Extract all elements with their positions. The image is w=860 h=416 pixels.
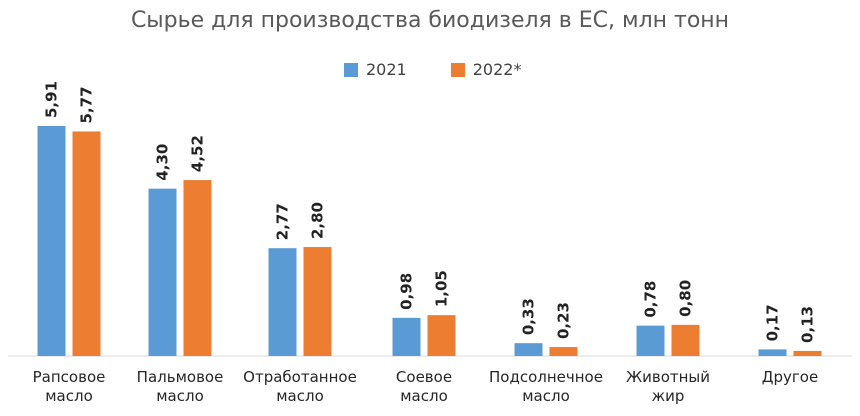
data-label-2022-1: 4,52 — [189, 135, 207, 172]
chart-title: Сырье для производства биодизеля в ЕС, м… — [130, 8, 730, 33]
data-label-2021-2: 2,77 — [274, 203, 292, 240]
bar-2021-2 — [268, 248, 297, 356]
bar-2021-0 — [37, 126, 66, 356]
data-label-2021-6: 0,17 — [764, 304, 782, 341]
legend-label-2022: 2022* — [472, 60, 522, 79]
legend-swatch-2022 — [450, 62, 465, 77]
x-tick-label-1-1: масло — [156, 387, 204, 405]
data-label-2022-3: 1,05 — [433, 270, 451, 307]
x-tick-label-3-1: масло — [400, 387, 448, 405]
x-tick-label-0-1: масло — [45, 387, 93, 405]
x-tick-label-3-0: Соевое — [396, 368, 452, 386]
x-tick-label-5-1: жир — [652, 387, 685, 405]
bar-2021-1 — [148, 188, 177, 356]
x-tick-label-6-0: Другое — [762, 368, 818, 386]
legend-label-2021: 2021 — [366, 60, 407, 79]
data-label-2022-5: 0,80 — [677, 280, 695, 317]
legend-item-2021: 2021 — [344, 60, 407, 79]
bar-2022-2 — [303, 247, 332, 356]
bar-2022-3 — [427, 315, 456, 356]
bar-2021-5 — [636, 325, 665, 356]
x-tick-label-1-0: Пальмовое — [137, 368, 224, 386]
chart-legend: 2021 2022* — [344, 60, 521, 79]
x-tick-label-0-0: Рапсовое — [33, 368, 106, 386]
bar-2022-5 — [671, 324, 700, 356]
bar-2021-6 — [758, 349, 787, 356]
bar-2022-6 — [793, 350, 822, 356]
data-label-2022-2: 2,80 — [309, 202, 327, 239]
bar-2022-1 — [183, 180, 212, 356]
x-tick-label-2-1: масло — [276, 387, 324, 405]
data-label-2021-4: 0,33 — [520, 298, 538, 335]
data-label-2022-4: 0,23 — [555, 302, 573, 339]
data-label-2021-1: 4,30 — [154, 144, 172, 181]
legend-item-2022: 2022* — [450, 60, 522, 79]
x-tick-label-4-0: Подсолнечное — [489, 368, 603, 386]
bar-2022-0 — [72, 131, 101, 356]
data-label-2022-0: 5,77 — [78, 86, 96, 123]
data-label-2022-6: 0,13 — [799, 306, 817, 343]
data-label-2021-5: 0,78 — [642, 281, 660, 318]
bar-2021-4 — [514, 343, 543, 356]
data-label-2021-3: 0,98 — [398, 273, 416, 310]
x-tick-label-5-0: Животный — [626, 368, 710, 386]
bar-2021-3 — [392, 317, 421, 356]
data-label-2021-0: 5,91 — [43, 81, 61, 118]
x-tick-label-4-1: масло — [522, 387, 570, 405]
bar-2022-4 — [549, 347, 578, 356]
legend-swatch-2021 — [344, 62, 358, 77]
x-tick-label-2-0: Отработанное — [243, 368, 357, 386]
